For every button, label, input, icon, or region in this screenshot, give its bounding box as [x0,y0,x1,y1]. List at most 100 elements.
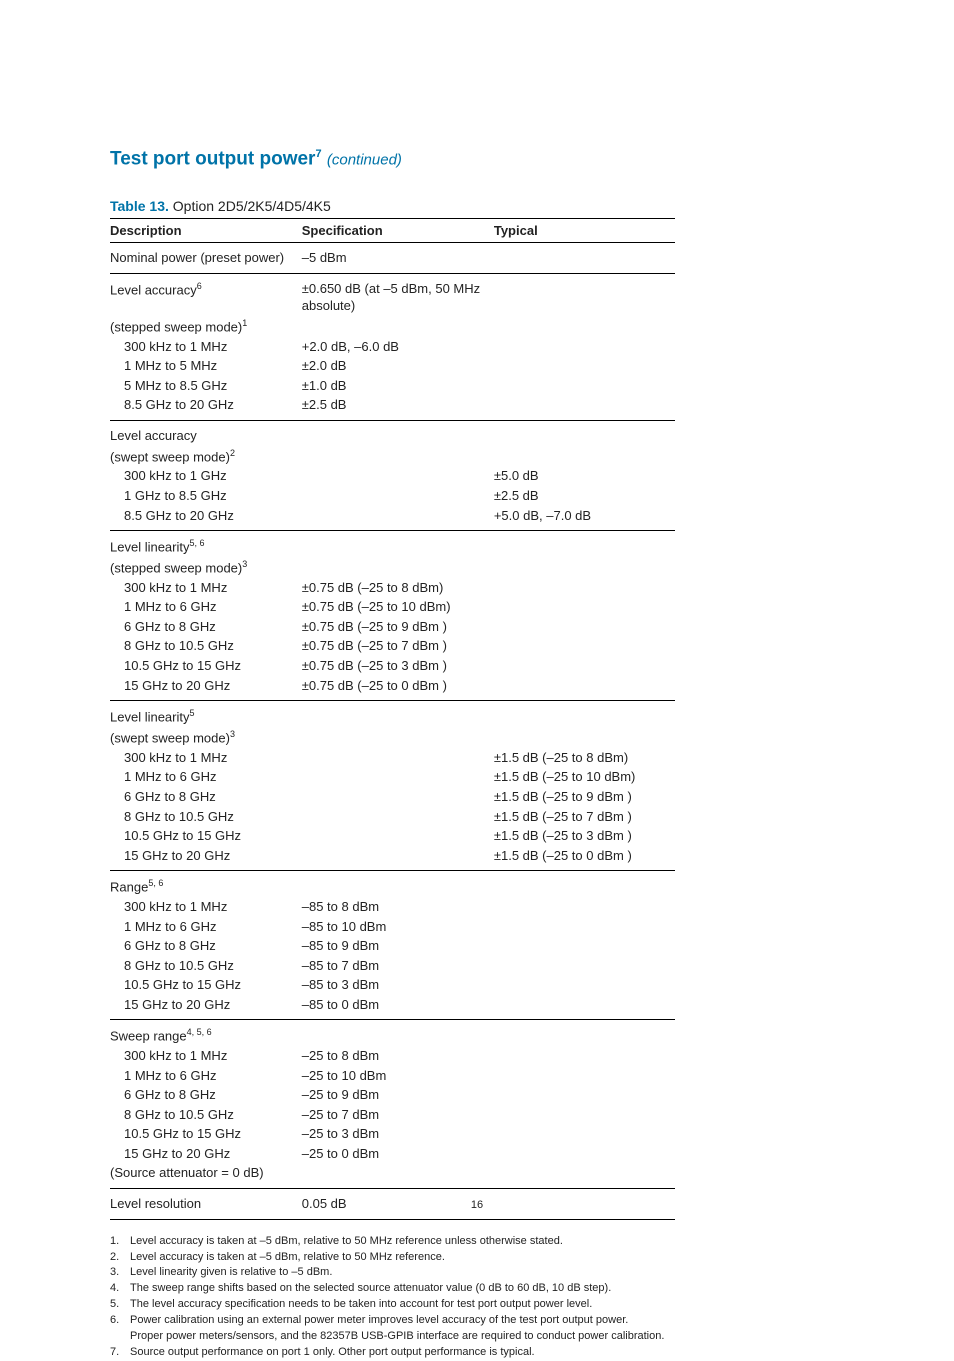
cell-typical [494,1085,675,1105]
cell-specification: –85 to 3 dBm [302,975,494,995]
cell-specification [302,446,494,467]
cell-specification [302,1020,494,1046]
cell-specification: –25 to 10 dBm [302,1066,494,1086]
cell-description: (swept sweep mode)2 [110,446,302,467]
cell-typical [494,1124,675,1144]
cell-typical [494,446,675,467]
cell-description: 5 MHz to 8.5 GHz [110,376,302,396]
cell-description: 1 GHz to 8.5 GHz [110,486,302,506]
footnotes: 1.Level accuracy is taken at –5 dBm, rel… [110,1234,730,1361]
cell-specification [302,486,494,506]
table-row: 6 GHz to 8 GHz–85 to 9 dBm [110,936,675,956]
cell-typical [494,617,675,637]
cell-description: 8.5 GHz to 20 GHz [110,395,302,420]
cell-specification: –25 to 3 dBm [302,1124,494,1144]
table-row: 1 GHz to 8.5 GHz±2.5 dB [110,486,675,506]
cell-typical: +5.0 dB, –7.0 dB [494,506,675,531]
table-caption: Table 13. Option 2D5/2K5/4D5/4K5 [110,198,844,214]
cell-typical [494,727,675,748]
cell-specification: –5 dBm [302,243,494,274]
table-row: Sweep range4, 5, 6 [110,1020,675,1046]
cell-specification: ±0.75 dB (–25 to 0 dBm ) [302,676,494,701]
cell-typical [494,316,675,337]
cell-typical: ±1.5 dB (–25 to 3 dBm ) [494,826,675,846]
col-specification: Specification [302,219,494,243]
footnote: 4.The sweep range shifts based on the se… [110,1281,730,1297]
heading-sup: 7 [315,148,321,160]
cell-typical [494,701,675,727]
footnote-text: Source output performance on port 1 only… [130,1345,535,1361]
cell-description: 6 GHz to 8 GHz [110,1085,302,1105]
footnote: 5.The level accuracy specification needs… [110,1297,730,1313]
cell-description: 10.5 GHz to 15 GHz [110,975,302,995]
cell-description: 8 GHz to 10.5 GHz [110,636,302,656]
cell-specification: ±2.5 dB [302,395,494,420]
table-row: (stepped sweep mode)3 [110,557,675,578]
cell-description: 300 kHz to 1 MHz [110,1046,302,1066]
cell-typical [494,395,675,420]
cell-typical: ±1.5 dB (–25 to 10 dBm) [494,767,675,787]
cell-typical: ±1.5 dB (–25 to 7 dBm ) [494,807,675,827]
table-row: 10.5 GHz to 15 GHz±1.5 dB (–25 to 3 dBm … [110,826,675,846]
cell-description: 300 kHz to 1 MHz [110,337,302,357]
table-row: 8 GHz to 10.5 GHz–25 to 7 dBm [110,1105,675,1125]
cell-specification: ±0.75 dB (–25 to 8 dBm) [302,578,494,598]
cell-typical [494,376,675,396]
cell-description: 15 GHz to 20 GHz [110,846,302,871]
cell-specification: ±0.75 dB (–25 to 9 dBm ) [302,617,494,637]
cell-description: 6 GHz to 8 GHz [110,936,302,956]
cell-description: 10.5 GHz to 15 GHz [110,1124,302,1144]
cell-description: 1 MHz to 6 GHz [110,1066,302,1086]
cell-typical [494,1105,675,1125]
cell-specification [302,871,494,897]
footnote-text: The sweep range shifts based on the sele… [130,1281,611,1297]
cell-description: 15 GHz to 20 GHz [110,676,302,701]
cell-description: 8.5 GHz to 20 GHz [110,506,302,531]
cell-typical [494,243,675,274]
col-description: Description [110,219,302,243]
cell-typical [494,356,675,376]
cell-typical: ±1.5 dB (–25 to 0 dBm ) [494,846,675,871]
footnote-continuation: Proper power meters/sensors, and the 823… [110,1329,730,1345]
cell-description: 300 kHz to 1 MHz [110,578,302,598]
cell-description: Nominal power (preset power) [110,243,302,274]
footnote-number: 6. [110,1313,130,1329]
cell-typical: ±1.5 dB (–25 to 9 dBm ) [494,787,675,807]
table-row: Level accuracy [110,421,675,446]
cell-specification [302,466,494,486]
cell-description: 1 MHz to 6 GHz [110,767,302,787]
cell-typical [494,871,675,897]
footnote: 7.Source output performance on port 1 on… [110,1345,730,1361]
cell-description: Range5, 6 [110,871,302,897]
cell-description: Sweep range4, 5, 6 [110,1020,302,1046]
table-row: 10.5 GHz to 15 GHz±0.75 dB (–25 to 3 dBm… [110,656,675,676]
table-row: Level accuracy6±0.650 dB (at –5 dBm, 50 … [110,273,675,316]
cell-specification [302,787,494,807]
footnote-text: Level accuracy is taken at –5 dBm, relat… [130,1234,563,1250]
table-row: 8 GHz to 10.5 GHz±0.75 dB (–25 to 7 dBm … [110,636,675,656]
cell-description: 300 kHz to 1 MHz [110,748,302,768]
cell-specification: ±1.0 dB [302,376,494,396]
footnote: 1.Level accuracy is taken at –5 dBm, rel… [110,1234,730,1250]
cell-typical [494,917,675,937]
cell-typical [494,956,675,976]
cell-typical [494,656,675,676]
footnote-number: 3. [110,1265,130,1281]
cell-description: 6 GHz to 8 GHz [110,617,302,637]
footnote-text: Level linearity given is relative to –5 … [130,1265,332,1281]
cell-specification: ±0.75 dB (–25 to 7 dBm ) [302,636,494,656]
table-row: 300 kHz to 1 MHz+2.0 dB, –6.0 dB [110,337,675,357]
footnote-text: Level accuracy is taken at –5 dBm, relat… [130,1250,445,1266]
cell-typical [494,936,675,956]
table-row: (swept sweep mode)3 [110,727,675,748]
cell-specification [302,506,494,531]
table-row: 1 MHz to 6 GHz±0.75 dB (–25 to 10 dBm) [110,597,675,617]
cell-specification [302,701,494,727]
table-row: 10.5 GHz to 15 GHz–85 to 3 dBm [110,975,675,995]
cell-typical [494,531,675,557]
cell-specification: –85 to 0 dBm [302,995,494,1020]
cell-typical [494,995,675,1020]
cell-typical [494,975,675,995]
cell-specification: ±0.75 dB (–25 to 10 dBm) [302,597,494,617]
cell-typical: ±1.5 dB (–25 to 8 dBm) [494,748,675,768]
